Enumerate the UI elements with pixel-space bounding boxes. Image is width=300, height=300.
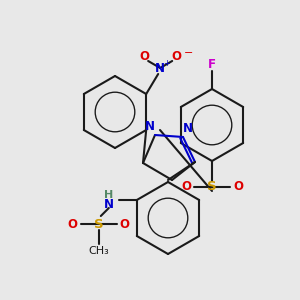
Text: N: N xyxy=(155,61,165,74)
Text: −: − xyxy=(184,48,193,58)
Text: H: H xyxy=(104,190,113,200)
Text: O: O xyxy=(68,218,78,230)
Text: CH₃: CH₃ xyxy=(88,246,109,256)
Text: +: + xyxy=(163,59,170,68)
Text: N: N xyxy=(145,121,155,134)
Text: O: O xyxy=(171,50,181,64)
Text: O: O xyxy=(139,50,149,64)
Text: S: S xyxy=(207,181,217,194)
Text: S: S xyxy=(94,218,104,230)
Text: O: O xyxy=(233,181,243,194)
Text: N: N xyxy=(104,197,114,211)
Text: F: F xyxy=(208,58,216,70)
Text: N: N xyxy=(183,122,193,136)
Text: O: O xyxy=(120,218,130,230)
Text: O: O xyxy=(181,181,191,194)
